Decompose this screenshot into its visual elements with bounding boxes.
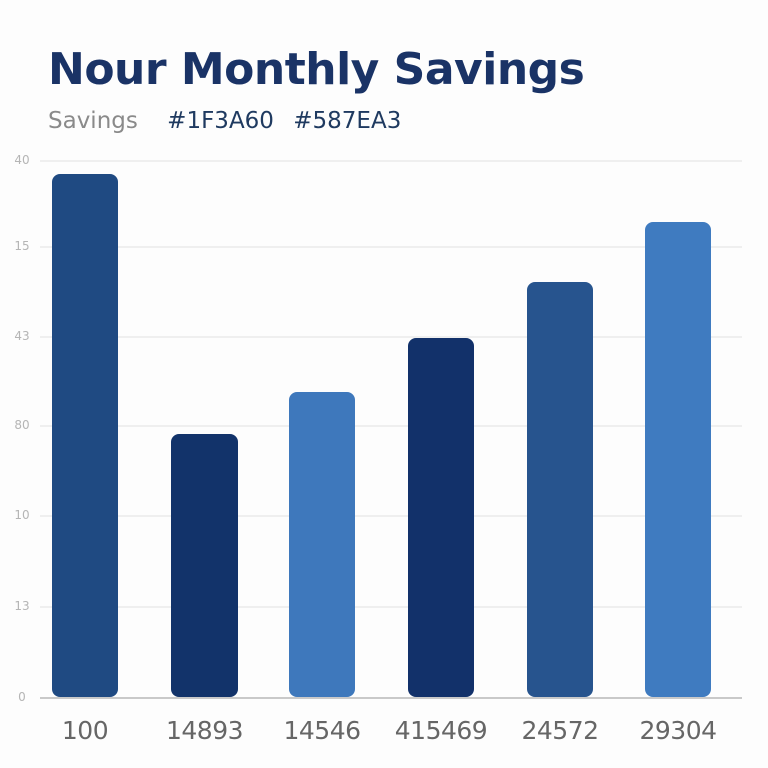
x-tick-label: 415469 xyxy=(394,716,488,745)
gridline xyxy=(40,606,742,608)
gridline xyxy=(40,515,742,517)
y-tick-label: 43 xyxy=(14,329,30,343)
x-tick-label: 24572 xyxy=(521,716,599,745)
bar[interactable] xyxy=(289,392,355,697)
bar[interactable] xyxy=(171,434,238,697)
bar[interactable] xyxy=(527,282,593,697)
chart-title: Nour Monthly Savings xyxy=(48,44,585,95)
x-axis-line xyxy=(40,697,742,699)
y-tick-label: 15 xyxy=(14,239,30,253)
legend: Savings #1F3A60 #587EA3 xyxy=(48,108,413,134)
x-tick-label: 29304 xyxy=(639,716,717,745)
legend-color-code-1: #1F3A60 xyxy=(167,108,274,134)
legend-color-code-2: #587EA3 xyxy=(293,108,402,134)
gridline xyxy=(40,425,742,427)
bar[interactable] xyxy=(408,338,474,697)
x-tick-label: 100 xyxy=(61,716,109,745)
bar[interactable] xyxy=(645,222,711,697)
y-tick-label: 40 xyxy=(14,153,30,167)
bar[interactable] xyxy=(52,174,118,697)
x-tick-label: 14546 xyxy=(283,716,361,745)
y-tick-label: 10 xyxy=(14,508,30,522)
gridline xyxy=(40,246,742,248)
legend-label: Savings xyxy=(48,108,138,134)
y-tick-label: 80 xyxy=(14,418,30,432)
gridline xyxy=(40,336,742,338)
gridline xyxy=(40,160,742,162)
y-tick-label: 13 xyxy=(14,599,30,613)
x-tick-label: 14893 xyxy=(165,716,244,745)
y-tick-label: 0 xyxy=(18,690,26,704)
